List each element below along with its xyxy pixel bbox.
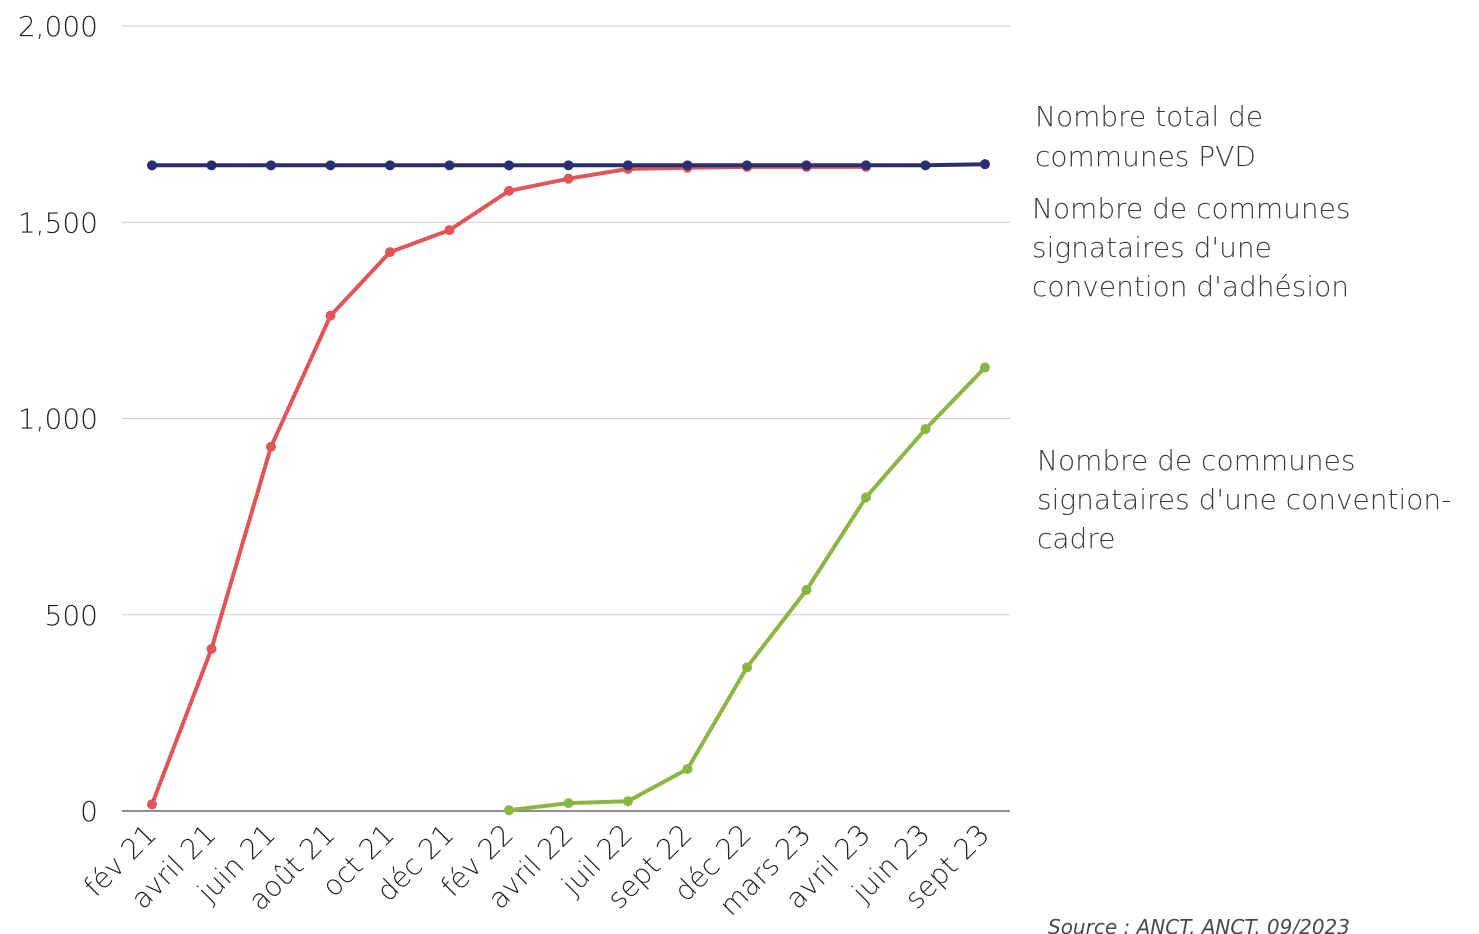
data-point <box>801 585 812 596</box>
series-label-total-communes: Nombre total de communes PVD <box>1035 100 1263 173</box>
data-point <box>980 362 990 373</box>
data-point <box>444 160 455 171</box>
y-tick-label: 1,000 <box>18 403 98 436</box>
data-point <box>742 662 752 673</box>
series-label-adhesion-line-3: convention d'adhésion <box>1032 270 1349 303</box>
data-point <box>682 764 693 775</box>
data-point <box>742 160 752 171</box>
series-line <box>150 164 868 807</box>
data-point <box>801 160 812 171</box>
series-label-adhesion-line-1: Nombre de communes <box>1032 192 1350 225</box>
data-point <box>623 160 633 171</box>
data-point <box>266 441 276 452</box>
data-point <box>206 160 217 171</box>
data-point <box>385 247 395 258</box>
data-point <box>266 160 276 171</box>
data-point <box>504 185 514 196</box>
data-point <box>147 160 157 171</box>
series-3 <box>504 362 990 816</box>
data-point <box>504 805 514 816</box>
data-point <box>920 160 931 171</box>
y-axis-tick-labels: 0 500 1,000 1,500 2,000 <box>18 10 98 828</box>
series-label-total-line-1: Nombre total de <box>1035 100 1263 133</box>
series-label-cadre-line-3: cadre <box>1037 522 1115 555</box>
data-point <box>861 492 871 503</box>
series-line <box>507 365 987 813</box>
gridlines <box>122 25 1010 812</box>
data-point <box>861 160 871 171</box>
series-label-cadre-line-2: signataires d'une convention- <box>1037 483 1451 516</box>
series-label-cadre-line-1: Nombre de communes <box>1037 444 1355 477</box>
y-tick-label: 0 <box>80 795 98 828</box>
data-point <box>147 799 157 810</box>
data-point <box>563 173 574 184</box>
data-point <box>920 424 931 435</box>
series-1 <box>147 159 990 171</box>
data-point <box>325 160 336 171</box>
series-label-convention-cadre: Nombre de communes signataires d'une con… <box>1037 444 1451 555</box>
series-label-convention-adhesion: Nombre de communes signataires d'une con… <box>1032 192 1350 303</box>
data-point <box>563 160 574 171</box>
series-label-adhesion-line-2: signataires d'une <box>1032 231 1272 264</box>
y-tick-label: 500 <box>45 599 98 632</box>
y-tick-label: 1,500 <box>18 206 98 239</box>
data-point <box>325 310 336 321</box>
data-point <box>980 159 990 170</box>
data-point <box>623 796 633 807</box>
data-point <box>682 160 693 171</box>
series-label-total-line-2: communes PVD <box>1035 140 1256 173</box>
data-point <box>385 160 395 171</box>
data-point <box>563 798 574 809</box>
series-2 <box>147 161 871 810</box>
data-point <box>206 643 217 654</box>
series-lines <box>147 159 990 816</box>
y-tick-label: 2,000 <box>18 10 98 43</box>
data-point <box>504 160 514 171</box>
data-point <box>444 225 455 236</box>
source-note: Source : ANCT, ANCT, 09/2023 <box>1048 915 1350 934</box>
